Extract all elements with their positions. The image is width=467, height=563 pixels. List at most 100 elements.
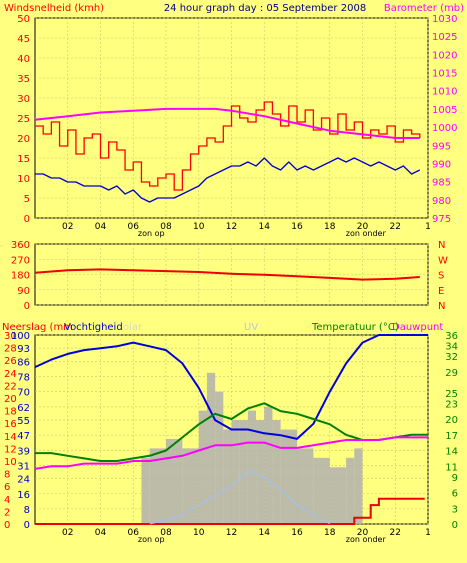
solar-bar [149, 448, 166, 524]
rain-y-tick: 28 [4, 344, 17, 355]
climate-panel-tick-label: 04 [95, 528, 107, 538]
rain-y-tick: 22 [4, 381, 17, 392]
rain-y-tick: 20 [4, 394, 17, 405]
humidity-y-tick: 62 [17, 403, 30, 414]
wind-y-tick: 35 [17, 74, 30, 85]
solar-bar [141, 457, 150, 524]
wind-panel-tick-label: 02 [62, 222, 73, 232]
humidity-axis-title: Vochtigheid [64, 322, 123, 333]
climate-panel-tick-label: 22 [390, 528, 401, 538]
wind-y-tick: 20 [17, 134, 30, 145]
barometer-y-tick: 1030 [432, 14, 457, 25]
barometer-y-tick: 1000 [432, 123, 457, 134]
rain-y-tick: 4 [4, 495, 10, 506]
temperature-y-tick: 20 [445, 415, 458, 426]
rain-y-tick: 0 [4, 520, 10, 531]
temperature-y-tick: 6 [452, 489, 458, 500]
humidity-y-tick: 0 [24, 520, 30, 531]
humidity-y-tick: 100 [11, 331, 30, 342]
rain-y-tick: 14 [4, 432, 17, 443]
wind-panel-tick-label: 12 [226, 222, 237, 232]
rain-y-tick: 16 [4, 419, 17, 430]
temperature-y-tick: 25 [445, 389, 458, 400]
solar-bar [231, 420, 240, 524]
humidity-y-tick: 86 [17, 357, 30, 368]
wind-panel-tick-label: 06 [128, 222, 140, 232]
direction-y-tick: 0 [24, 301, 30, 312]
solar-bar [264, 406, 273, 524]
wind-panel-sunset-label: zon onder [346, 229, 387, 238]
compass-label: N [438, 240, 445, 251]
wind-gust-line [35, 101, 421, 191]
temperature-y-tick: 14 [445, 447, 458, 458]
climate-panel-tick-label: 06 [128, 528, 140, 538]
barometer-y-tick: 1025 [432, 32, 457, 43]
climate-panel-tick-label: 10 [193, 528, 205, 538]
wind-y-tick: 50 [17, 14, 30, 25]
barometer-y-tick: 1005 [432, 105, 457, 116]
temperature-y-tick: 11 [445, 462, 458, 473]
solar-bar [239, 420, 248, 524]
barometer-y-tick: 980 [432, 196, 451, 207]
humidity-y-tick: 39 [17, 446, 30, 457]
solar-bar [247, 410, 257, 524]
temperature-y-tick: 34 [445, 342, 458, 353]
humidity-line [34, 334, 428, 440]
solar-bar [346, 457, 355, 524]
solar-bar [182, 448, 199, 524]
humidity-y-tick: 16 [17, 490, 30, 501]
compass-label: S [438, 271, 444, 282]
rain-y-tick: 8 [4, 470, 10, 481]
humidity-y-tick: 8 [24, 505, 30, 516]
wind-panel-tick-label: 16 [291, 222, 303, 232]
wind-y-tick: 15 [17, 154, 30, 165]
humidity-y-tick: 31 [17, 461, 30, 472]
rain-y-tick: 12 [4, 444, 17, 455]
solar-axis-title: olar [123, 322, 143, 333]
solar-bar [166, 438, 183, 524]
humidity-y-tick: 55 [17, 416, 30, 427]
rain-y-tick: 26 [4, 356, 17, 367]
solar-bar [272, 420, 281, 524]
barometer-y-tick: 1020 [432, 50, 457, 61]
climate-panel-sunrise-label: zon op [138, 535, 165, 544]
wind-panel-tick-label: 04 [95, 222, 107, 232]
solar-bar [354, 448, 363, 524]
humidity-y-tick: 24 [17, 475, 30, 486]
wind-panel-tick-label: 22 [390, 222, 401, 232]
rain-line [35, 497, 425, 525]
solar-bar [198, 410, 207, 524]
uv-axis-title: UV [244, 322, 258, 333]
wind-y-tick: 5 [24, 194, 30, 205]
humidity-y-tick: 70 [17, 388, 30, 399]
climate-panel-tick-label: 20 [357, 528, 369, 538]
temperature-y-tick: 9 [452, 473, 458, 484]
direction-y-tick: 90 [17, 286, 30, 297]
barometer-line [34, 107, 420, 139]
rain-y-tick: 6 [4, 482, 10, 493]
wind-panel-tick-label: 10 [193, 222, 205, 232]
temperature-y-tick: 32 [445, 352, 458, 363]
dewpoint-line [34, 436, 428, 470]
climate-panel-tick-label: 08 [160, 528, 172, 538]
barometer-y-tick: 995 [432, 141, 451, 152]
wind-y-tick: 25 [17, 114, 30, 125]
graph-title: 24 hour graph day : 05 September 2008 [164, 3, 366, 14]
climate-panel-tick-label: 14 [259, 528, 271, 538]
solar-bar [223, 429, 232, 524]
solar-bar [215, 391, 224, 524]
rain-y-tick: 24 [4, 369, 17, 380]
barometer-y-tick: 1010 [432, 87, 457, 98]
wind-direction-line [34, 268, 420, 281]
solar-bar [256, 420, 265, 524]
solar-bar [297, 448, 314, 524]
wind-panel-sunrise-label: zon op [138, 229, 165, 238]
humidity-y-tick: 93 [17, 344, 30, 355]
wind-panel-tick-label: 1 [425, 222, 431, 232]
climate-panel-tick-label: 16 [291, 528, 303, 538]
wind-avg-line [35, 157, 421, 203]
wind-y-tick: 45 [17, 34, 30, 45]
climate-panel-tick-label: 18 [324, 528, 336, 538]
